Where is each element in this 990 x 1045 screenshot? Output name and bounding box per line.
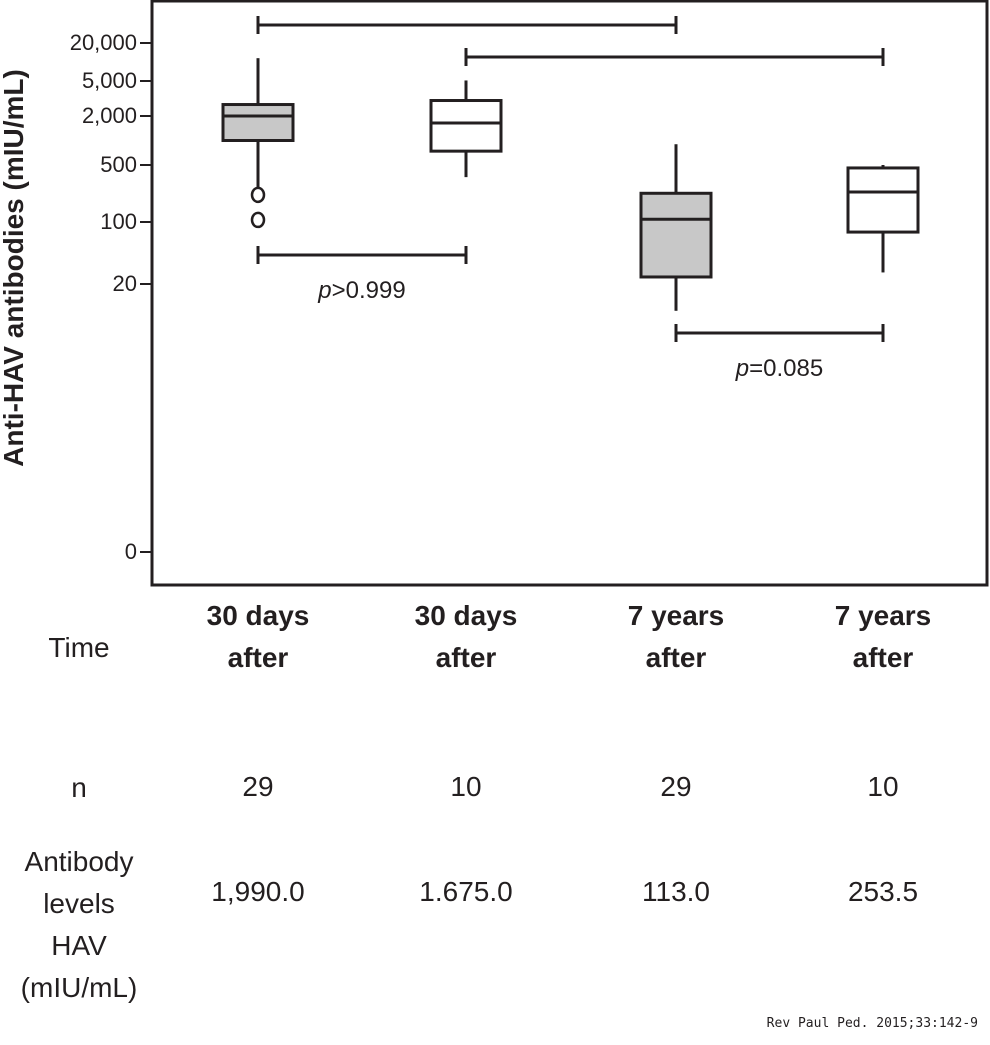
antibody-level-value: 113.0 [642, 876, 710, 907]
p-value-label: p=0.085 [720, 355, 840, 383]
box-plot [140, 0, 989, 587]
antibody-levels-label-line: HAV [51, 930, 107, 961]
category-label: 30 days after [366, 595, 566, 679]
y-tick-label: 2,000 [81, 103, 137, 128]
category-label-line2: after [227, 642, 289, 673]
n-label: n [71, 772, 87, 803]
box [429, 99, 503, 153]
category-label-line1: 30 days [414, 600, 518, 631]
p-value: >0.999 [331, 277, 406, 304]
y-tick-label: 500 [100, 152, 137, 177]
n-value: 10 [450, 771, 482, 802]
y-tick-label: 5,000 [81, 68, 137, 93]
p-value-label: p>0.999 [302, 277, 422, 305]
antibody-levels-label-line: Antibody [24, 846, 134, 877]
p-symbol: p [735, 355, 750, 382]
outlier-point [250, 211, 266, 229]
p-symbol: p [318, 277, 332, 304]
plot-frame [150, 0, 989, 587]
category-label-line1: 7 years [627, 600, 725, 631]
n-value: 10 [867, 771, 899, 802]
antibody-level-value: 253.5 [847, 876, 919, 907]
category-label-line2: after [435, 642, 497, 673]
category-label: 7 years after [576, 595, 776, 679]
antibody-level-value: 1,990.0 [211, 876, 305, 907]
box [221, 103, 295, 142]
time-label: Time [48, 632, 110, 663]
antibody-level-value: 1.675.0 [419, 876, 513, 907]
y-tick-label: 0 [124, 539, 137, 564]
category-label-line2: after [645, 642, 707, 673]
box [846, 166, 920, 234]
box [639, 191, 713, 279]
n-value: 29 [242, 771, 274, 802]
category-label: 30 days after [158, 595, 358, 679]
antibody-levels-label-line: levels [43, 888, 115, 919]
citation: Rev Paul Ped. 2015;33:142-9 [766, 1016, 978, 1031]
category-label-line1: 7 years [834, 600, 932, 631]
y-tick-label: 20,000 [69, 30, 137, 55]
category-label-line1: 30 days [206, 600, 310, 631]
y-tick-label: 100 [100, 209, 137, 234]
category-label: 7 years after [783, 595, 983, 679]
outlier-point [250, 186, 266, 204]
category-label-line2: after [852, 642, 914, 673]
y-axis-label: Anti-HAV antibodies (mIU/mL) [0, 69, 29, 467]
n-value: 29 [660, 771, 692, 802]
p-value: =0.085 [749, 355, 824, 382]
antibody-levels-label: Antibody levels HAV (mIU/mL) [4, 841, 154, 1009]
y-tick-label: 20 [112, 271, 137, 296]
antibody-levels-label-line: (mIU/mL) [20, 972, 138, 1003]
